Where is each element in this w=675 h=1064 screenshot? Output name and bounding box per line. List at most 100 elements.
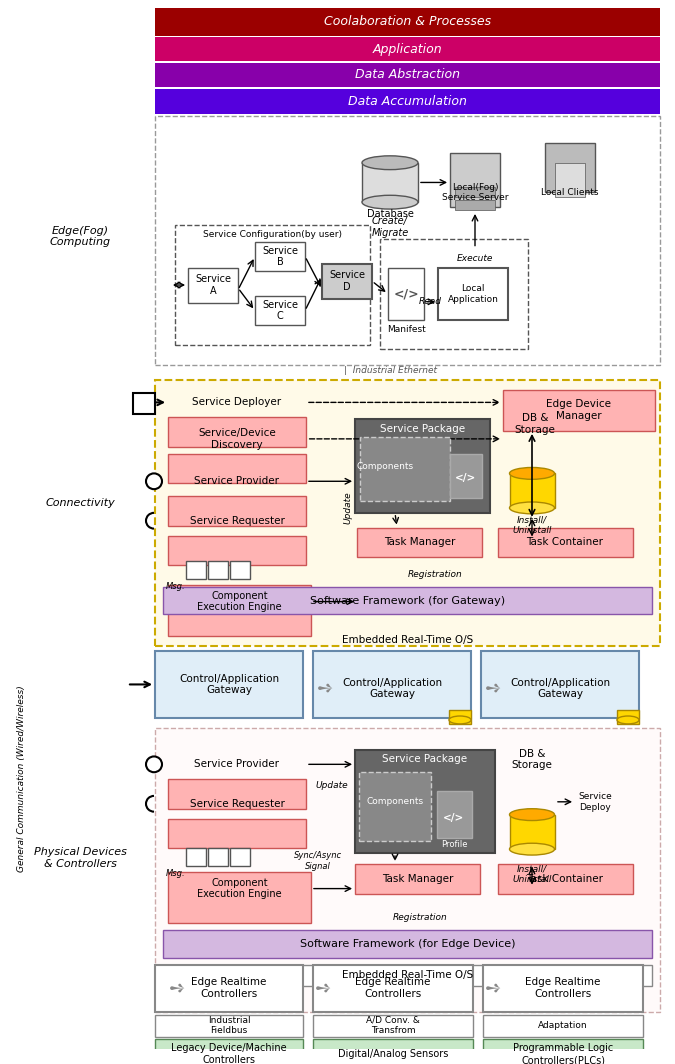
Ellipse shape [510,502,554,514]
Text: Control/Application
Gateway: Control/Application Gateway [510,678,610,699]
Text: Service Requester: Service Requester [190,799,284,809]
Text: Registration: Registration [408,570,462,580]
Text: Service
B: Service B [262,246,298,267]
Text: Components: Components [356,462,414,471]
Text: Service/Device
Discovery: Service/Device Discovery [198,428,276,450]
Text: </>: </> [443,813,464,822]
FancyBboxPatch shape [380,238,528,349]
FancyBboxPatch shape [450,453,482,498]
FancyBboxPatch shape [388,268,424,319]
Text: Digital/Analog Sensors: Digital/Analog Sensors [338,1049,448,1060]
Text: Manifest: Manifest [387,325,425,334]
Text: Execute: Execute [457,254,493,263]
FancyBboxPatch shape [483,1040,643,1064]
FancyBboxPatch shape [449,710,471,724]
FancyBboxPatch shape [313,965,473,1012]
FancyBboxPatch shape [359,772,431,842]
Ellipse shape [510,844,554,855]
FancyBboxPatch shape [437,791,472,838]
Text: Edge Realtime
Controllers: Edge Realtime Controllers [191,978,267,999]
Text: </>: </> [393,287,418,300]
Text: Edge Realtime
Controllers: Edge Realtime Controllers [355,978,431,999]
Text: ➺: ➺ [169,979,185,998]
FancyBboxPatch shape [362,163,418,202]
FancyBboxPatch shape [168,818,306,848]
Text: DB &
Storage: DB & Storage [514,413,556,435]
FancyBboxPatch shape [155,1040,303,1064]
FancyBboxPatch shape [545,143,595,193]
FancyBboxPatch shape [357,528,482,558]
Text: Edge Realtime
Controllers: Edge Realtime Controllers [525,978,601,999]
FancyBboxPatch shape [175,225,370,345]
FancyBboxPatch shape [186,561,206,579]
Text: ➺: ➺ [485,979,501,998]
FancyBboxPatch shape [483,965,643,1012]
FancyBboxPatch shape [255,296,305,326]
FancyBboxPatch shape [455,187,495,197]
Circle shape [146,473,162,489]
Text: Sync/Async
Signal: Sync/Async Signal [294,851,342,870]
Text: Software Framework (for Edge Device): Software Framework (for Edge Device) [300,938,515,949]
FancyBboxPatch shape [155,965,303,1012]
Text: Service Requester: Service Requester [190,516,284,526]
Text: Connectivity: Connectivity [45,498,115,508]
Text: A/D Conv. &
Transfrom: A/D Conv. & Transfrom [366,1016,420,1035]
Text: Database: Database [367,209,413,219]
FancyBboxPatch shape [483,1015,643,1036]
FancyBboxPatch shape [186,848,206,866]
FancyBboxPatch shape [313,1040,473,1064]
Text: Data Abstraction: Data Abstraction [355,68,460,82]
FancyBboxPatch shape [155,88,660,115]
FancyBboxPatch shape [155,37,660,61]
FancyBboxPatch shape [313,1015,473,1036]
FancyBboxPatch shape [555,163,585,197]
FancyBboxPatch shape [355,419,490,513]
Text: Service Provider: Service Provider [194,760,279,769]
FancyBboxPatch shape [163,930,652,958]
Text: Msg.: Msg. [166,582,186,592]
Text: Service
C: Service C [262,300,298,321]
Text: Service
Deploy: Service Deploy [578,792,612,812]
FancyBboxPatch shape [450,153,500,207]
FancyBboxPatch shape [438,268,508,319]
FancyBboxPatch shape [510,815,555,849]
Text: Local(Fog)
Service Server: Local(Fog) Service Server [441,183,508,202]
Text: Task Manager: Task Manager [382,874,453,884]
Text: ➺: ➺ [315,979,331,998]
Text: Edge(Fog)
Computing: Edge(Fog) Computing [49,226,111,248]
FancyBboxPatch shape [355,864,480,894]
FancyBboxPatch shape [168,496,306,526]
FancyBboxPatch shape [208,848,228,866]
Text: Control/Application
Gateway: Control/Application Gateway [179,674,279,695]
Text: Task Manager: Task Manager [384,537,455,547]
FancyBboxPatch shape [355,749,495,853]
FancyBboxPatch shape [168,779,306,809]
Ellipse shape [617,716,639,724]
FancyBboxPatch shape [168,417,306,447]
Text: Data Accumulation: Data Accumulation [348,95,467,109]
Ellipse shape [362,196,418,210]
Text: Service Provider: Service Provider [194,477,279,486]
FancyBboxPatch shape [230,561,250,579]
Text: Service
A: Service A [195,275,231,296]
Circle shape [146,757,162,772]
Text: Task Container: Task Container [526,874,603,884]
Text: Legacy Device/Machine
Controllers: Legacy Device/Machine Controllers [171,1044,287,1064]
Text: Install/
Uninstall: Install/ Uninstall [512,864,551,883]
FancyBboxPatch shape [168,585,311,636]
FancyBboxPatch shape [510,473,555,508]
Text: Msg.: Msg. [166,869,186,878]
Text: Update: Update [316,781,348,789]
Text: Read: Read [418,297,441,306]
Text: Component
Execution Engine: Component Execution Engine [197,878,282,899]
Text: Registration: Registration [393,913,448,921]
FancyBboxPatch shape [155,63,660,87]
Text: Application: Application [373,43,442,55]
Text: |  Industrial Ethernet: | Industrial Ethernet [344,366,437,376]
FancyBboxPatch shape [313,651,471,718]
Ellipse shape [510,809,554,820]
FancyBboxPatch shape [503,389,655,431]
FancyBboxPatch shape [163,587,652,614]
Text: Programmable Logic
Controllers(PLCs): Programmable Logic Controllers(PLCs) [513,1044,613,1064]
Text: Create/
Migrate: Create/ Migrate [371,216,408,237]
